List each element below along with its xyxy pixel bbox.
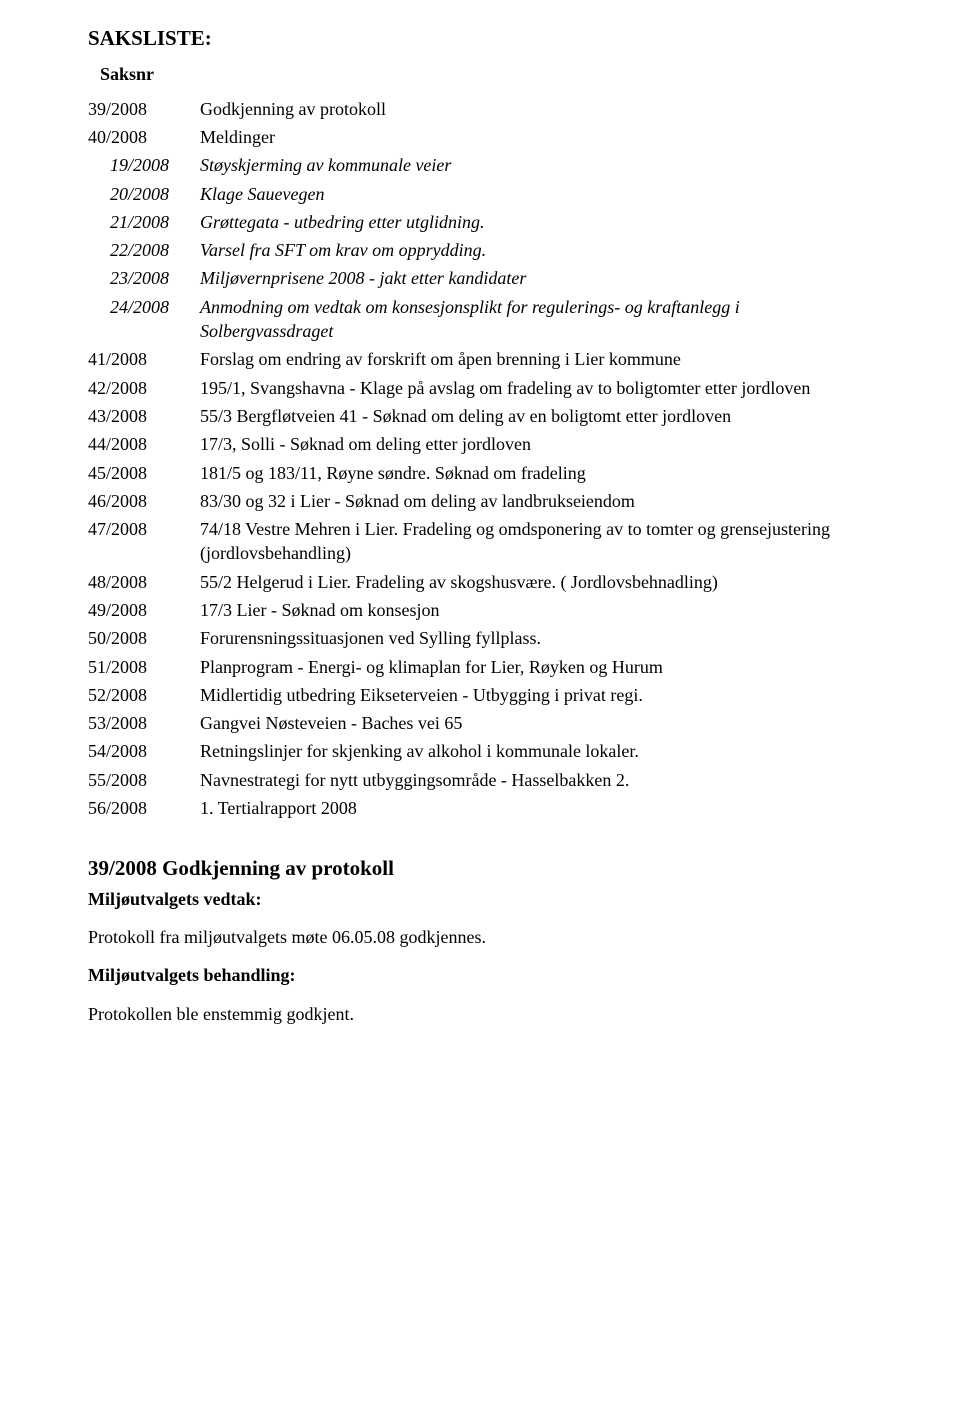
case-number: 53/2008 — [88, 709, 200, 737]
table-row: 41/2008Forslag om endring av forskrift o… — [88, 345, 872, 373]
case-description: 1. Tertialrapport 2008 — [200, 794, 872, 822]
case-description: 74/18 Vestre Mehren i Lier. Fradeling og… — [200, 515, 872, 568]
cases-tbody: 39/2008Godkjenning av protokoll40/2008Me… — [88, 95, 872, 823]
case-description: Anmodning om vedtak om konsesjonsplikt f… — [200, 293, 872, 346]
case-description: Støyskjerming av kommunale veier — [200, 151, 872, 179]
table-row: 50/2008Forurensningssituasjonen ved Syll… — [88, 624, 872, 652]
case-description: 17/3, Solli - Søknad om deling etter jor… — [200, 430, 872, 458]
table-row: 42/2008195/1, Svangshavna - Klage på avs… — [88, 374, 872, 402]
vedtak-text: Protokoll fra miljøutvalgets møte 06.05.… — [88, 925, 872, 949]
case-number: 42/2008 — [88, 374, 200, 402]
case-number: 47/2008 — [88, 515, 200, 568]
table-row: 51/2008Planprogram - Energi- og klimapla… — [88, 653, 872, 681]
table-row: 20/2008Klage Sauevegen — [88, 180, 872, 208]
case-number: 46/2008 — [88, 487, 200, 515]
case-description: 181/5 og 183/11, Røyne søndre. Søknad om… — [200, 459, 872, 487]
case-number: 51/2008 — [88, 653, 200, 681]
saksnr-label: Saksnr — [88, 62, 872, 86]
case-description: 83/30 og 32 i Lier - Søknad om deling av… — [200, 487, 872, 515]
table-row: 52/2008Midlertidig utbedring Eiksetervei… — [88, 681, 872, 709]
behandling-text: Protokollen ble enstemmig godkjent. — [88, 1002, 872, 1026]
case-number: 21/2008 — [88, 208, 200, 236]
case-description: 55/3 Bergfløtveien 41 - Søknad om deling… — [200, 402, 872, 430]
case-description: 55/2 Helgerud i Lier. Fradeling av skogs… — [200, 568, 872, 596]
case-description: Klage Sauevegen — [200, 180, 872, 208]
case-description: 195/1, Svangshavna - Klage på avslag om … — [200, 374, 872, 402]
case-number: 20/2008 — [88, 180, 200, 208]
table-row: 47/200874/18 Vestre Mehren i Lier. Frade… — [88, 515, 872, 568]
behandling-label: Miljøutvalgets behandling: — [88, 963, 872, 987]
table-row: 45/2008181/5 og 183/11, Røyne søndre. Sø… — [88, 459, 872, 487]
table-row: 22/2008Varsel fra SFT om krav om opprydd… — [88, 236, 872, 264]
case-number: 19/2008 — [88, 151, 200, 179]
section-title: 39/2008 Godkjenning av protokoll — [88, 854, 872, 882]
case-description: Miljøvernprisene 2008 - jakt etter kandi… — [200, 264, 872, 292]
case-number: 44/2008 — [88, 430, 200, 458]
case-number: 45/2008 — [88, 459, 200, 487]
case-number: 50/2008 — [88, 624, 200, 652]
case-description: Forurensningssituasjonen ved Sylling fyl… — [200, 624, 872, 652]
case-number: 54/2008 — [88, 737, 200, 765]
case-number: 22/2008 — [88, 236, 200, 264]
case-number: 49/2008 — [88, 596, 200, 624]
table-row: 48/200855/2 Helgerud i Lier. Fradeling a… — [88, 568, 872, 596]
table-row: 55/2008Navnestrategi for nytt utbyggings… — [88, 766, 872, 794]
table-row: 49/200817/3 Lier - Søknad om konsesjon — [88, 596, 872, 624]
case-number: 43/2008 — [88, 402, 200, 430]
cases-table: 39/2008Godkjenning av protokoll40/2008Me… — [88, 95, 872, 823]
table-row: 44/200817/3, Solli - Søknad om deling et… — [88, 430, 872, 458]
case-description: Forslag om endring av forskrift om åpen … — [200, 345, 872, 373]
table-row: 21/2008Grøttegata - utbedring etter utgl… — [88, 208, 872, 236]
case-number: 55/2008 — [88, 766, 200, 794]
table-row: 43/200855/3 Bergfløtveien 41 - Søknad om… — [88, 402, 872, 430]
case-description: Varsel fra SFT om krav om opprydding. — [200, 236, 872, 264]
case-description: 17/3 Lier - Søknad om konsesjon — [200, 596, 872, 624]
case-number: 52/2008 — [88, 681, 200, 709]
saksliste-heading: SAKSLISTE: — [88, 24, 872, 52]
case-number: 24/2008 — [88, 293, 200, 346]
case-description: Midlertidig utbedring Eikseterveien - Ut… — [200, 681, 872, 709]
table-row: 24/2008Anmodning om vedtak om konsesjons… — [88, 293, 872, 346]
case-number: 41/2008 — [88, 345, 200, 373]
table-row: 46/200883/30 og 32 i Lier - Søknad om de… — [88, 487, 872, 515]
case-description: Retningslinjer for skjenking av alkohol … — [200, 737, 872, 765]
case-number: 23/2008 — [88, 264, 200, 292]
case-number: 39/2008 — [88, 95, 200, 123]
vedtak-label: Miljøutvalgets vedtak: — [88, 887, 872, 911]
table-row: 39/2008Godkjenning av protokoll — [88, 95, 872, 123]
case-number: 56/2008 — [88, 794, 200, 822]
document-page: SAKSLISTE: Saksnr 39/2008Godkjenning av … — [0, 0, 960, 1416]
case-description: Godkjenning av protokoll — [200, 95, 872, 123]
table-row: 54/2008Retningslinjer for skjenking av a… — [88, 737, 872, 765]
case-description: Grøttegata - utbedring etter utglidning. — [200, 208, 872, 236]
case-description: Meldinger — [200, 123, 872, 151]
case-description: Planprogram - Energi- og klimaplan for L… — [200, 653, 872, 681]
case-number: 40/2008 — [88, 123, 200, 151]
case-number: 48/2008 — [88, 568, 200, 596]
case-description: Gangvei Nøsteveien - Baches vei 65 — [200, 709, 872, 737]
table-row: 19/2008Støyskjerming av kommunale veier — [88, 151, 872, 179]
table-row: 40/2008Meldinger — [88, 123, 872, 151]
case-description: Navnestrategi for nytt utbyggingsområde … — [200, 766, 872, 794]
table-row: 53/2008Gangvei Nøsteveien - Baches vei 6… — [88, 709, 872, 737]
table-row: 56/20081. Tertialrapport 2008 — [88, 794, 872, 822]
table-row: 23/2008Miljøvernprisene 2008 - jakt ette… — [88, 264, 872, 292]
